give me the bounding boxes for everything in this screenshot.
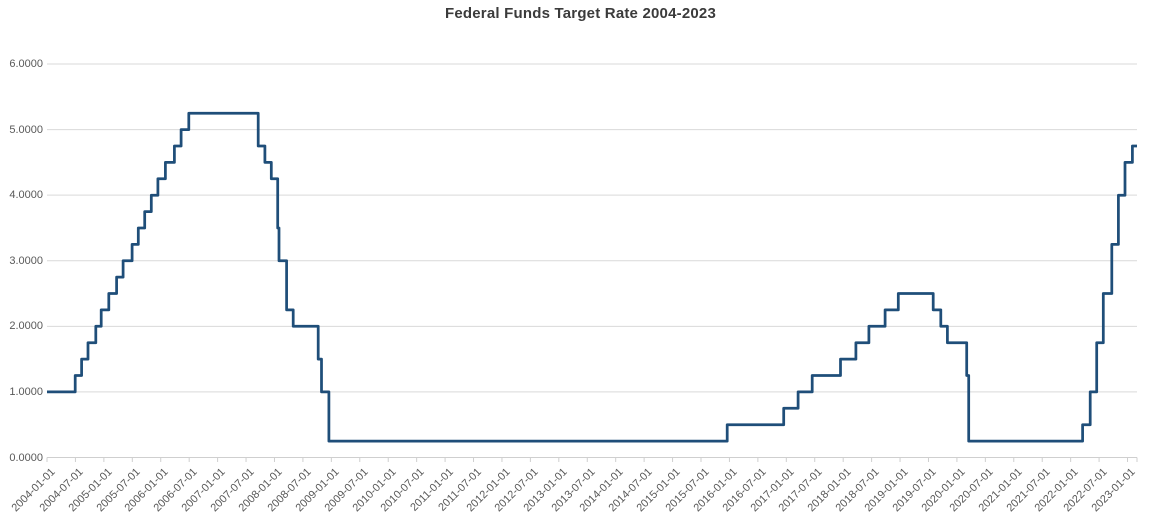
y-tick-label: 3.0000 — [9, 254, 43, 267]
y-tick-label: 2.0000 — [9, 320, 43, 333]
rate-line-series — [47, 111, 1137, 443]
y-tick-label: 0.0000 — [9, 451, 43, 464]
chart-title: Federal Funds Target Rate 2004-2023 — [445, 5, 716, 22]
y-tick-label: 5.0000 — [9, 123, 43, 136]
y-tick-label: 4.0000 — [9, 189, 43, 202]
y-tick-label: 1.0000 — [9, 385, 43, 398]
y-tick-label: 6.0000 — [9, 58, 43, 70]
